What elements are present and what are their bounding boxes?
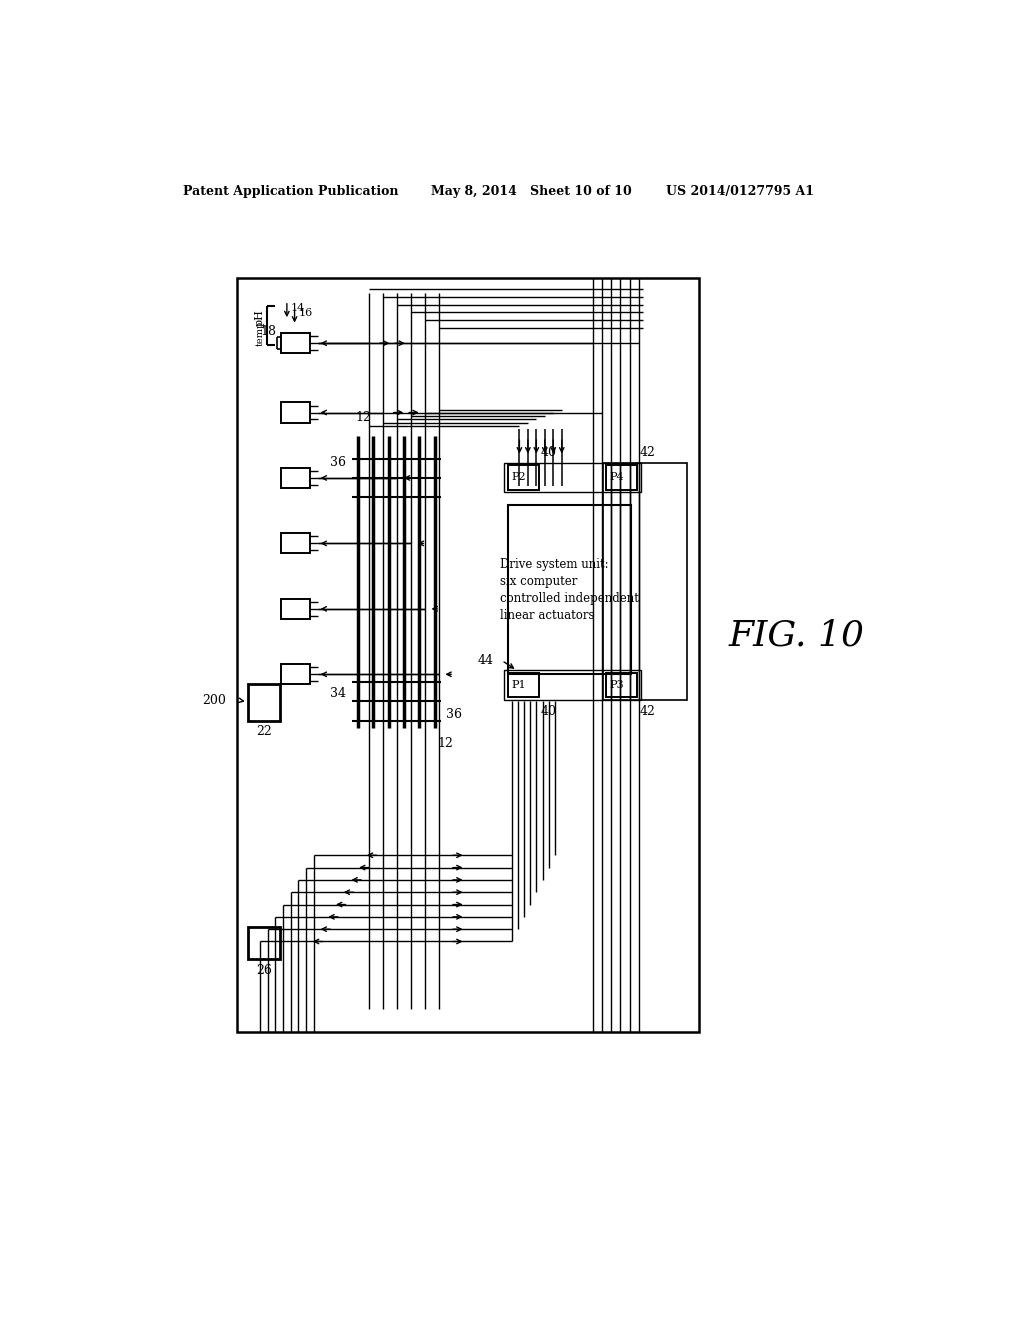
Text: 22: 22 [256,725,271,738]
Bar [508,506,631,675]
Text: 36: 36 [446,708,462,721]
Bar [281,469,310,488]
Text: 40: 40 [541,705,557,718]
Bar [504,462,641,492]
Bar [248,684,280,721]
Bar [606,465,637,490]
Text: 34: 34 [330,686,346,700]
Text: P4: P4 [609,473,624,482]
Text: P1: P1 [511,680,525,690]
Bar [602,462,687,700]
Text: temp: temp [256,321,264,346]
Bar [281,403,310,422]
Text: 16: 16 [298,308,312,318]
Text: 14: 14 [291,304,305,313]
Bar [606,673,637,697]
Bar [248,927,280,960]
Text: P2: P2 [511,473,525,482]
Text: 44: 44 [478,653,494,667]
Bar [281,599,310,619]
Text: 36: 36 [330,455,346,469]
Text: May 8, 2014   Sheet 10 of 10: May 8, 2014 Sheet 10 of 10 [431,185,632,198]
Bar [281,333,310,354]
Bar [281,664,310,684]
Text: P3: P3 [609,680,624,690]
Text: 26: 26 [256,964,271,977]
Bar [237,277,698,1032]
Text: 18: 18 [260,325,276,338]
Bar [281,533,310,553]
Text: pH: pH [255,309,264,326]
Text: US 2014/0127795 A1: US 2014/0127795 A1 [666,185,814,198]
Bar [504,671,641,700]
Bar [508,673,539,697]
Text: 42: 42 [640,446,655,459]
Text: 42: 42 [640,705,655,718]
Text: Drive system unit:
six computer
controlled independent
linear actuators: Drive system unit: six computer controll… [500,557,639,622]
Text: 200: 200 [202,694,226,708]
Text: 12: 12 [437,738,453,751]
Text: 12: 12 [355,411,372,424]
Text: FIG. 10: FIG. 10 [729,619,864,653]
Text: 40: 40 [541,446,557,459]
Text: Patent Application Publication: Patent Application Publication [183,185,398,198]
Bar [508,465,539,490]
